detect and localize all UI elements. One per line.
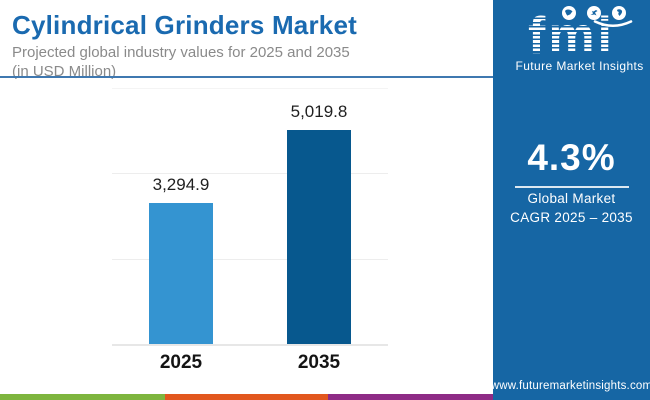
website-link[interactable]: www.futuremarketinsights.com	[490, 380, 650, 392]
cagr-label-line-2: CAGR 2025 – 2035	[510, 210, 633, 225]
logo-icons	[516, 6, 628, 20]
bar-2025	[149, 203, 213, 344]
globe-plane-icon	[586, 6, 601, 20]
stripe-segment-green	[0, 394, 165, 400]
cagr-label-line-1: Global Market	[527, 191, 616, 206]
brand-sidebar: fmi Future Market Insights 4.3% Global M…	[490, 0, 650, 400]
header-divider	[0, 76, 493, 78]
bar-value-label-2025: 3,294.9	[152, 175, 210, 195]
chart-panel: Cylindrical Grinders Market Projected gl…	[0, 10, 493, 400]
page-title: Cylindrical Grinders Market	[12, 10, 357, 40]
bar-2035	[287, 129, 351, 344]
globe-africa-icon	[611, 6, 626, 20]
logo-wordmark: fmi	[516, 10, 628, 62]
bar-value-label-2035: 5,019.8	[290, 101, 348, 121]
x-axis-label-2035: 2035	[297, 352, 341, 373]
subtitle-line-1: Projected global industry values for 202…	[12, 44, 350, 61]
cagr-value: 4.3%	[527, 137, 616, 178]
subtitle-line-2: (in USD Million)	[12, 63, 117, 80]
smile-arc-icon	[593, 20, 632, 28]
x-axis-label-2025: 2025	[159, 352, 203, 373]
globe-americas-icon	[561, 6, 576, 20]
footer-stripe	[0, 394, 493, 400]
gridline-6000	[112, 88, 388, 89]
stripe-segment-purple	[328, 394, 493, 400]
gridline-4000	[112, 173, 388, 175]
cagr-divider	[514, 186, 629, 188]
bar-chart-plot: 3,294.9 2025 5,019.8 2035	[112, 88, 388, 373]
header: Cylindrical Grinders Market Projected gl…	[12, 10, 482, 79]
gridline-2000	[112, 258, 388, 260]
brand-name: Future Market Insights	[515, 59, 644, 73]
stripe-segment-orange	[165, 394, 328, 400]
fmi-logo: fmi Future Market Insights	[515, 6, 644, 73]
